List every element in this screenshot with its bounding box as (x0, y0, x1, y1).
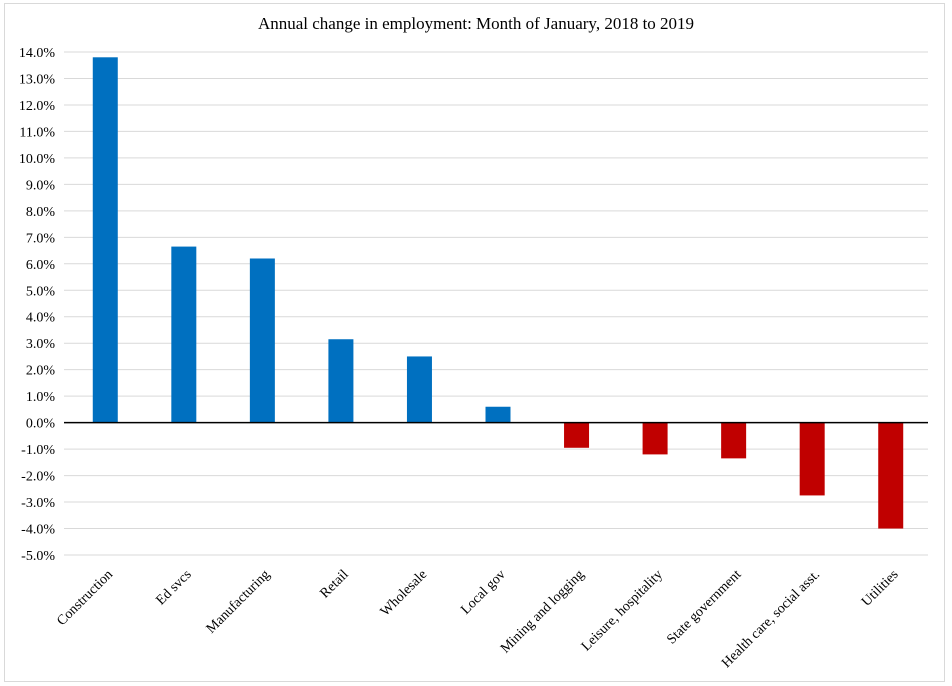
bar (721, 422, 747, 459)
y-tick-label: 14.0% (19, 46, 56, 61)
bar (92, 57, 118, 423)
x-category-label: Retail (317, 567, 351, 601)
y-tick-label: 11.0% (19, 125, 55, 140)
y-tick-label: 12.0% (19, 99, 56, 114)
y-tick-label: -2.0% (21, 470, 55, 485)
x-category-label: Ed svcs (154, 567, 195, 608)
x-category-label: Utilities (859, 567, 902, 610)
x-category-label: Mining and logging (498, 567, 587, 656)
bar (171, 246, 197, 423)
bar (249, 258, 275, 423)
bar (799, 422, 825, 496)
y-tick-label: -5.0% (21, 549, 55, 564)
x-category-label: Wholesale (378, 567, 430, 619)
y-tick-label: -1.0% (21, 443, 55, 458)
y-tick-label: 0.0% (26, 417, 56, 432)
y-tick-label: 1.0% (26, 390, 56, 405)
chart-title: Annual change in employment: Month of Ja… (257, 14, 695, 33)
y-tick-label: 2.0% (26, 364, 56, 379)
y-axis-tick-labels: -5.0% -4.0% -3.0% -2.0% -1.0% 0.0% 1.0% 2.0% 3.0… (19, 46, 56, 564)
y-tick-label: -3.0% (21, 496, 55, 511)
y-tick-label: 3.0% (26, 337, 56, 352)
bar (406, 356, 432, 423)
bar (878, 422, 904, 529)
x-category-label: State government (664, 567, 744, 647)
y-tick-label: 8.0% (26, 205, 56, 220)
bars (92, 57, 904, 529)
y-tick-label: 5.0% (26, 284, 56, 299)
x-category-label: Manufacturing (204, 567, 273, 636)
x-category-label: Construction (54, 567, 116, 629)
y-tick-label: 9.0% (26, 178, 56, 193)
y-tick-label: 7.0% (26, 231, 56, 246)
bar (485, 406, 511, 423)
y-tick-label: -4.0% (21, 523, 55, 538)
bar (564, 422, 590, 448)
x-category-label: Local gov (458, 567, 508, 617)
x-axis-category-labels: Construction Ed svcs Manufacturing Retail Wh… (54, 567, 901, 671)
bar (328, 339, 354, 423)
bar (642, 422, 668, 455)
y-tick-label: 13.0% (19, 72, 56, 87)
y-tick-label: 4.0% (26, 311, 56, 326)
chart-frame (4, 3, 945, 682)
gridlines (64, 51, 928, 556)
y-tick-label: 10.0% (19, 152, 56, 167)
x-category-label: Leisure, hospitality (579, 567, 666, 654)
y-tick-label: 6.0% (26, 258, 56, 273)
